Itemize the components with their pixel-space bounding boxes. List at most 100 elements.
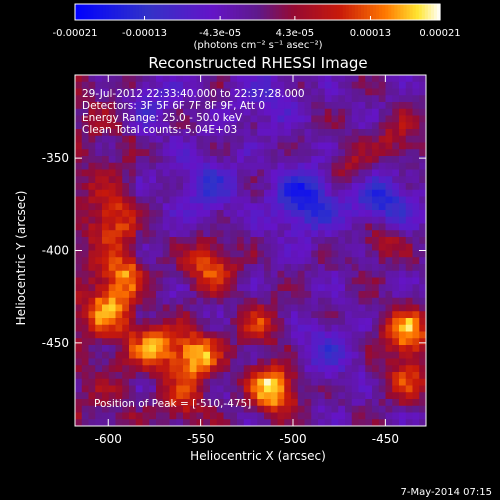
- heatmap-cell: [264, 284, 272, 292]
- heatmap-cell: [277, 129, 285, 137]
- heatmap-cell: [412, 270, 420, 278]
- heatmap-cell: [270, 399, 278, 407]
- heatmap-cell: [210, 318, 218, 326]
- heatmap-cell: [358, 216, 366, 224]
- heatmap-cell: [412, 365, 420, 373]
- heatmap-cell: [176, 392, 184, 400]
- heatmap-cell: [162, 183, 170, 191]
- heatmap-cell: [115, 223, 123, 231]
- heatmap-cell: [189, 169, 197, 177]
- heatmap-cell: [291, 75, 299, 83]
- heatmap-cell: [156, 135, 164, 143]
- heatmap-cell: [203, 297, 211, 305]
- heatmap-cell: [277, 284, 285, 292]
- heatmap-cell: [108, 81, 116, 89]
- heatmap-cell: [351, 169, 359, 177]
- heatmap-cell: [297, 385, 305, 393]
- heatmap-cell: [304, 297, 312, 305]
- heatmap-cell: [135, 264, 143, 272]
- heatmap-cell: [81, 297, 89, 305]
- heatmap-cell: [95, 284, 103, 292]
- heatmap-cell: [142, 122, 150, 130]
- heatmap-cell: [257, 311, 265, 319]
- heatmap-cell: [230, 88, 238, 96]
- heatmap-cell: [243, 405, 251, 413]
- heatmap-cell: [183, 169, 191, 177]
- heatmap-cell: [230, 291, 238, 299]
- heatmap-cell: [297, 223, 305, 231]
- heatmap-cell: [196, 115, 204, 123]
- heatmap-cell: [412, 311, 420, 319]
- heatmap-cell: [176, 385, 184, 393]
- heatmap-cell: [216, 196, 224, 204]
- heatmap-cell: [365, 270, 373, 278]
- heatmap-cell: [75, 142, 83, 150]
- heatmap-cell: [129, 392, 137, 400]
- heatmap-cell: [297, 284, 305, 292]
- heatmap-cell: [196, 365, 204, 373]
- heatmap-cell: [156, 176, 164, 184]
- heatmap-cell: [203, 338, 211, 346]
- heatmap-cell: [378, 372, 386, 380]
- heatmap-cell: [237, 358, 245, 366]
- heatmap-cell: [270, 189, 278, 197]
- heatmap-cell: [196, 102, 204, 110]
- heatmap-cell: [270, 156, 278, 164]
- heatmap-cell: [304, 75, 312, 83]
- heatmap-cell: [75, 311, 83, 319]
- heatmap-cell: [203, 230, 211, 238]
- heatmap-cell: [399, 115, 407, 123]
- heatmap-cell: [324, 297, 332, 305]
- heatmap-cell: [176, 122, 184, 130]
- heatmap-cell: [291, 264, 299, 272]
- heatmap-cell: [351, 345, 359, 353]
- heatmap-cell: [250, 142, 258, 150]
- heatmap-cell: [351, 75, 359, 83]
- heatmap-cell: [358, 149, 366, 157]
- heatmap-cell: [183, 338, 191, 346]
- colorbar-tick-label: 0.00013: [350, 28, 391, 39]
- heatmap-cell: [183, 385, 191, 393]
- heatmap-cell: [122, 102, 130, 110]
- heatmap-cell: [304, 358, 312, 366]
- heatmap-cell: [399, 102, 407, 110]
- heatmap-cell: [210, 196, 218, 204]
- heatmap-cell: [311, 102, 319, 110]
- heatmap-cell: [189, 135, 197, 143]
- heatmap-cell: [311, 392, 319, 400]
- heatmap-cell: [183, 142, 191, 150]
- heatmap-cell: [135, 338, 143, 346]
- heatmap-cell: [129, 277, 137, 285]
- heatmap-cell: [270, 304, 278, 312]
- heatmap-cell: [162, 311, 170, 319]
- heatmap-cell: [176, 129, 184, 137]
- heatmap-cell: [365, 365, 373, 373]
- heatmap-cell: [243, 365, 251, 373]
- heatmap-cell: [135, 183, 143, 191]
- heatmap-cell: [115, 405, 123, 413]
- heatmap-cell: [196, 318, 204, 326]
- heatmap-cell: [196, 405, 204, 413]
- heatmap-cell: [405, 196, 413, 204]
- heatmap-cell: [284, 338, 292, 346]
- heatmap-cell: [399, 250, 407, 258]
- heatmap-cell: [75, 210, 83, 218]
- heatmap-cell: [385, 176, 393, 184]
- heatmap-cell: [270, 210, 278, 218]
- heatmap-cell: [250, 277, 258, 285]
- heatmap-cell: [270, 318, 278, 326]
- heatmap-cell: [203, 203, 211, 211]
- heatmap-cell: [345, 378, 353, 386]
- heatmap-cell: [304, 210, 312, 218]
- heatmap-cell: [162, 257, 170, 265]
- heatmap-cell: [210, 223, 218, 231]
- heatmap-cell: [284, 304, 292, 312]
- heatmap-cell: [291, 250, 299, 258]
- heatmap-image: [75, 75, 427, 427]
- heatmap-cell: [297, 169, 305, 177]
- heatmap-cell: [345, 189, 353, 197]
- heatmap-cell: [216, 243, 224, 251]
- heatmap-cell: [102, 291, 110, 299]
- heatmap-cell: [331, 149, 339, 157]
- heatmap-cell: [385, 284, 393, 292]
